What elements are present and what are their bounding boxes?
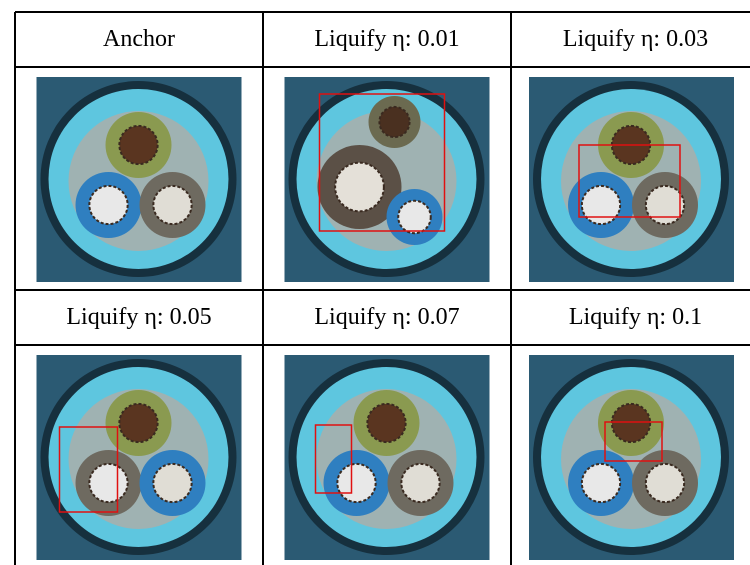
cable-image bbox=[285, 77, 490, 282]
cell-label: Liquify η: 0.05 bbox=[66, 304, 211, 330]
core-wires bbox=[119, 126, 157, 164]
core-wires bbox=[582, 464, 620, 502]
cell-label: Liquify η: 0.1 bbox=[569, 304, 702, 330]
core-wires bbox=[337, 464, 375, 502]
cable-image bbox=[37, 355, 242, 560]
core-wires bbox=[646, 464, 684, 502]
cell-label: Anchor bbox=[103, 26, 175, 52]
cable-image bbox=[529, 77, 734, 282]
core-wires bbox=[153, 186, 191, 224]
core-wires bbox=[646, 186, 684, 224]
cable-image bbox=[37, 77, 242, 282]
core-wires bbox=[582, 186, 620, 224]
core-wires bbox=[367, 404, 405, 442]
core-wires bbox=[89, 186, 127, 224]
core-wires bbox=[153, 464, 191, 502]
core-wires bbox=[401, 464, 439, 502]
cable-image bbox=[285, 355, 490, 560]
core-wires bbox=[398, 201, 430, 233]
cell-label: Liquify η: 0.07 bbox=[314, 304, 459, 330]
core-wires bbox=[89, 464, 127, 502]
cell-label: Liquify η: 0.01 bbox=[314, 26, 459, 52]
core-wires bbox=[335, 163, 384, 212]
cell-label: Liquify η: 0.03 bbox=[563, 26, 708, 52]
core-wires bbox=[379, 107, 409, 137]
core-wires bbox=[119, 404, 157, 442]
cable-image bbox=[529, 355, 734, 560]
core-wires bbox=[612, 404, 650, 442]
figure: Anchor Liquify η: 0.01 Liquify η: 0.03 Liqu… bbox=[0, 0, 750, 565]
